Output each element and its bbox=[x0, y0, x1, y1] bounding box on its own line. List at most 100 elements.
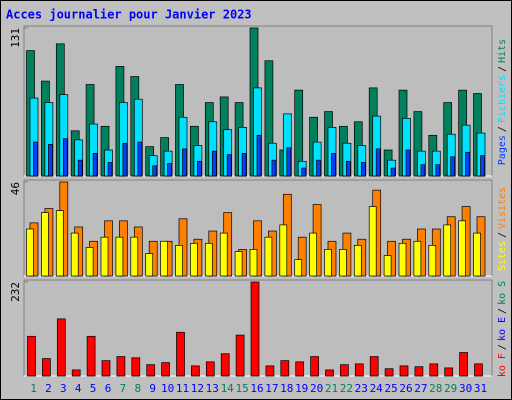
bar bbox=[271, 159, 277, 177]
x-tick-label: 11 bbox=[176, 382, 189, 395]
legend: Pages / Fichiers / Hits bbox=[497, 39, 508, 165]
bar bbox=[309, 232, 317, 277]
legend-separator: / bbox=[497, 126, 508, 132]
bar bbox=[346, 160, 351, 177]
bar bbox=[161, 362, 170, 377]
bar bbox=[107, 162, 113, 177]
x-tick-label: 17 bbox=[265, 382, 278, 395]
legend-item: ko E bbox=[497, 317, 508, 341]
bar bbox=[368, 206, 377, 277]
x-tick-label: 15 bbox=[235, 382, 248, 395]
legend: ko F / ko E / ko S bbox=[497, 281, 508, 377]
bar bbox=[310, 356, 319, 377]
bar bbox=[249, 249, 258, 277]
bar bbox=[235, 334, 245, 377]
bar bbox=[48, 144, 53, 177]
bar bbox=[294, 259, 303, 277]
legend-item: Visites bbox=[497, 187, 508, 229]
bar bbox=[167, 163, 172, 177]
legend-separator: / bbox=[497, 66, 508, 72]
x-tick-label: 16 bbox=[250, 382, 263, 395]
x-tick-label: 24 bbox=[370, 382, 384, 395]
y-tick-label: 232 bbox=[9, 282, 22, 302]
bar bbox=[429, 363, 439, 377]
bar bbox=[474, 363, 483, 377]
x-tick-label: 19 bbox=[295, 382, 308, 395]
bar bbox=[27, 335, 36, 377]
bar bbox=[369, 356, 379, 377]
x-tick-label: 3 bbox=[60, 382, 67, 395]
bar bbox=[211, 150, 217, 177]
bar bbox=[100, 236, 109, 277]
x-tick-label: 30 bbox=[459, 382, 472, 395]
bar bbox=[339, 249, 347, 277]
legend-item: ko F bbox=[497, 353, 508, 377]
bar bbox=[383, 255, 392, 277]
bar bbox=[414, 366, 424, 377]
bar bbox=[41, 212, 49, 277]
bar bbox=[375, 148, 381, 177]
bar bbox=[92, 153, 98, 177]
x-tick-label: 9 bbox=[149, 382, 156, 395]
bar bbox=[77, 159, 83, 177]
bar bbox=[182, 148, 187, 177]
x-tick-label: 13 bbox=[206, 382, 219, 395]
bar bbox=[204, 242, 213, 277]
bar bbox=[390, 167, 396, 177]
bar bbox=[286, 147, 292, 177]
x-tick-label: 20 bbox=[310, 382, 323, 395]
bar bbox=[450, 156, 456, 177]
bar bbox=[256, 134, 262, 177]
x-tick-label: 14 bbox=[221, 382, 235, 395]
bar bbox=[280, 360, 290, 377]
bar bbox=[122, 142, 128, 177]
x-tick-label: 28 bbox=[429, 382, 442, 395]
bar bbox=[33, 141, 38, 177]
bar bbox=[413, 240, 422, 277]
bar bbox=[205, 361, 215, 377]
bar bbox=[197, 160, 202, 177]
y-tick-label: 46 bbox=[9, 182, 22, 195]
bar bbox=[398, 242, 407, 277]
bar bbox=[353, 244, 362, 277]
x-tick-label: 10 bbox=[161, 382, 174, 395]
x-tick-label: 6 bbox=[105, 382, 112, 395]
bar bbox=[70, 232, 79, 277]
x-tick-label: 5 bbox=[90, 382, 97, 395]
bar bbox=[279, 224, 288, 277]
bar bbox=[42, 358, 51, 377]
x-tick-label: 12 bbox=[191, 382, 204, 395]
bar bbox=[85, 247, 94, 277]
y-tick-label: 131 bbox=[9, 28, 22, 48]
bar bbox=[420, 164, 426, 177]
legend: Sites / Visites bbox=[497, 187, 508, 271]
bar bbox=[295, 361, 305, 377]
x-tick-label: 4 bbox=[75, 382, 82, 395]
bar bbox=[435, 164, 441, 177]
legend-separator: / bbox=[497, 232, 508, 238]
x-tick-label: 8 bbox=[134, 382, 141, 395]
x-tick-label: 2 bbox=[45, 382, 52, 395]
bar bbox=[331, 153, 336, 177]
x-tick-label: 29 bbox=[444, 382, 457, 395]
bar bbox=[458, 220, 466, 277]
x-tick-label: 1 bbox=[30, 382, 37, 395]
x-tick-label: 26 bbox=[399, 382, 412, 395]
x-tick-label: 25 bbox=[384, 382, 397, 395]
chart-title: Acces journalier pour Janvier 2023 bbox=[6, 8, 252, 22]
bar bbox=[71, 369, 81, 377]
bar bbox=[160, 240, 168, 277]
x-tick-label: 23 bbox=[355, 382, 368, 395]
bar bbox=[101, 360, 111, 377]
legend-item: ko S bbox=[497, 281, 508, 305]
bar bbox=[301, 167, 307, 177]
bar bbox=[443, 224, 452, 277]
bar bbox=[86, 335, 96, 377]
bar bbox=[354, 363, 364, 377]
legend-separator: / bbox=[497, 308, 508, 314]
bar bbox=[316, 159, 321, 177]
bar bbox=[405, 149, 411, 177]
bar bbox=[145, 253, 154, 277]
bar bbox=[152, 165, 158, 177]
bar bbox=[480, 155, 485, 177]
